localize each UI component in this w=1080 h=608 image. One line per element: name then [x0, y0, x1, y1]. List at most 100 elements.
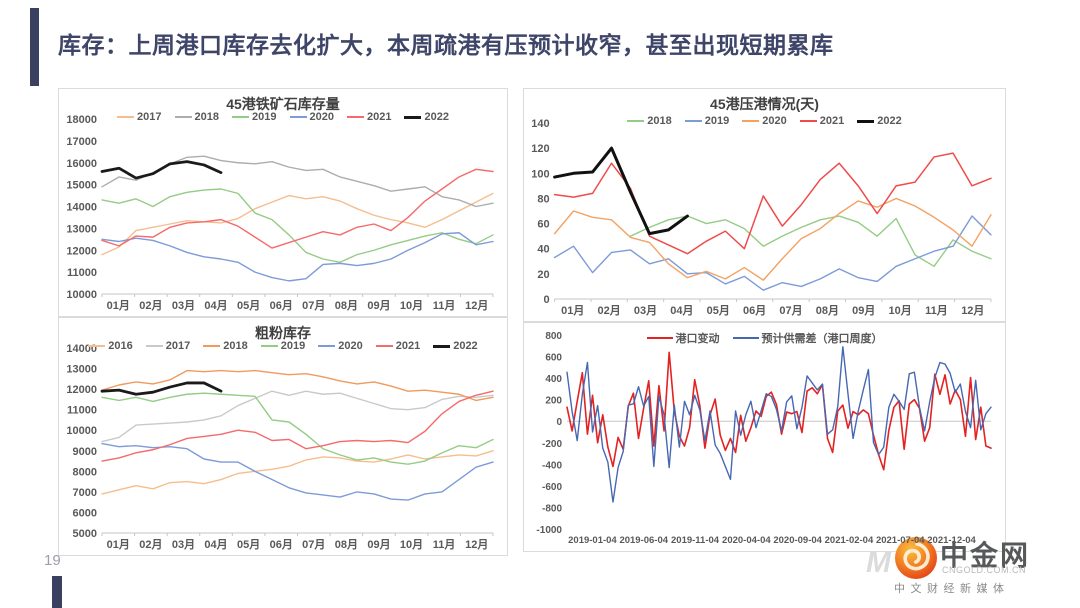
y-tick-label: 13000 — [66, 364, 97, 376]
series-2018 — [101, 369, 494, 402]
legend-label: 2018 — [647, 115, 672, 127]
series-2018 — [629, 215, 992, 268]
legend-swatch — [684, 120, 702, 122]
legend-swatch — [433, 344, 451, 348]
legend-item: 2019 — [684, 115, 730, 127]
x-tick-label: 2020-04-04 — [722, 535, 771, 546]
x-tick-label: 02月 — [139, 299, 162, 312]
legend-label: 2018 — [194, 111, 220, 123]
y-tick-label: 18000 — [66, 114, 97, 126]
legend-item: 2018 — [203, 340, 248, 352]
x-tick-label: 08月 — [335, 299, 358, 312]
chart-port-change-vs-supply-demand: 港口变动 预计供需差（港口周度） -1000 -800 -600 -400 -200 0 200… — [523, 322, 1006, 552]
x-tick-label: 2021-12-04 — [927, 535, 976, 546]
x-tick-label: 2019-01-04 — [568, 535, 617, 546]
legend-swatch — [857, 119, 875, 123]
legend-label: 港口变动 — [675, 333, 720, 345]
legend-swatch — [742, 120, 760, 122]
cngold-logo-icon — [895, 537, 937, 579]
y-tick-label: -800 — [542, 503, 562, 514]
y-tick-label: 17000 — [66, 136, 97, 148]
y-tick-label: 12000 — [66, 384, 97, 396]
x-tick-label: 2020-09-04 — [773, 535, 822, 546]
legend-label: 2020 — [762, 115, 787, 127]
chart-legend: 2018 2019 2020 2021 2022 — [524, 115, 1005, 127]
x-tick-label: 2021-07-04 — [876, 535, 925, 546]
legend-swatch — [88, 345, 106, 347]
series-2017 — [101, 192, 494, 256]
x-tick-label: 01月 — [561, 304, 584, 317]
legend-label: 2021 — [819, 115, 845, 127]
page-title: 库存：上周港口库存去化扩大，本周疏港有压预计收窄，甚至出现短期累库 — [58, 32, 834, 58]
legend-item: 2022 — [433, 340, 478, 352]
legend-swatch — [260, 345, 278, 347]
y-tick-label: 400 — [545, 374, 562, 385]
x-tick-label: 04月 — [204, 299, 227, 312]
legend-swatch — [232, 116, 250, 118]
x-tick-label: 2021-02-04 — [825, 535, 874, 546]
x-tick-label: 2019-06-04 — [619, 535, 668, 546]
x-tick-label: 09月 — [367, 538, 390, 551]
legend-label: 2019 — [252, 111, 277, 123]
legend-item: 2018 — [174, 111, 220, 123]
legend-label: 2019 — [280, 340, 306, 352]
legend-swatch — [404, 115, 422, 119]
chart-45port-congestion-days: 45港压港情况(天) 2018 2019 2020 2021 2022 0 20 40 60 80 1… — [523, 88, 1006, 322]
x-tick-label: 07月 — [302, 299, 325, 312]
y-tick-label: -400 — [542, 460, 562, 471]
legend-swatch — [289, 116, 307, 118]
legend-swatch — [375, 345, 393, 347]
y-tick-label: 60 — [537, 219, 549, 231]
legend-swatch — [145, 345, 163, 347]
y-tick-label: 9000 — [73, 446, 97, 458]
legend-item: 2020 — [318, 340, 363, 352]
legend-label: 2022 — [424, 111, 449, 123]
y-tick-label: 12000 — [66, 245, 97, 257]
y-tick-label: 0 — [543, 294, 549, 306]
x-tick-label: 05月 — [707, 304, 730, 317]
x-tick-label: 10月 — [888, 304, 911, 317]
legend-swatch — [203, 345, 221, 347]
chart-title: 45港铁矿石库存量 — [226, 96, 340, 112]
chart-45port-iron-ore-inventory: 45港铁矿石库存量 2017 2018 2019 2020 2021 2022 10000 11… — [58, 88, 508, 317]
x-tick-label: 12月 — [465, 299, 488, 312]
logo-tagline: 中文财经新媒体 — [894, 583, 1010, 595]
chart-legend: 2016 2017 2018 2019 2020 2021 2022 — [59, 340, 507, 352]
legend-label: 2019 — [704, 115, 730, 127]
y-tick-label: 11000 — [67, 267, 97, 279]
x-tick-label: 07月 — [302, 538, 325, 551]
x-tick-label: 12月 — [465, 538, 488, 551]
series-2017 — [101, 390, 494, 443]
x-tick-label: 03月 — [634, 304, 657, 317]
legend-item: 2019 — [232, 111, 277, 123]
legend-item: 2021 — [346, 111, 392, 123]
series-2019 — [553, 215, 992, 291]
series-2020 — [101, 232, 494, 282]
y-tick-label: 100 — [531, 168, 549, 180]
legend-item: 2021 — [799, 115, 845, 127]
chart-title: 45港压港情况(天) — [710, 96, 819, 112]
y-tick-label: 11000 — [67, 405, 97, 417]
x-tick-label: 07月 — [779, 304, 802, 317]
legend-item: 2018 — [627, 115, 672, 127]
x-tick-label: 12月 — [961, 304, 984, 317]
legend-swatch — [799, 120, 817, 122]
x-tick-label: 06月 — [270, 538, 293, 551]
x-tick-label: 10月 — [400, 538, 423, 551]
cngold-logo: M 中金网 CNGOLD.COM.CN 中文财经新媒体 — [866, 537, 1064, 598]
legend-label: 2021 — [366, 111, 392, 123]
legend-label: 2022 — [453, 340, 478, 352]
y-tick-label: 200 — [545, 396, 562, 407]
chart-title: 粗粉库存 — [255, 325, 311, 341]
legend-item: 2017 — [117, 111, 162, 123]
legend-label: 2018 — [223, 340, 248, 352]
legend-swatch — [174, 116, 192, 118]
logo-domain: CNGOLD.COM.CN — [942, 565, 1027, 575]
y-tick-label: 80 — [537, 193, 549, 205]
series-2021 — [101, 390, 494, 462]
x-tick-label: 09月 — [852, 304, 875, 317]
chart-legend: 2017 2018 2019 2020 2021 2022 — [59, 111, 507, 123]
y-tick-label: 600 — [545, 353, 562, 364]
legend-label: 2020 — [338, 340, 363, 352]
